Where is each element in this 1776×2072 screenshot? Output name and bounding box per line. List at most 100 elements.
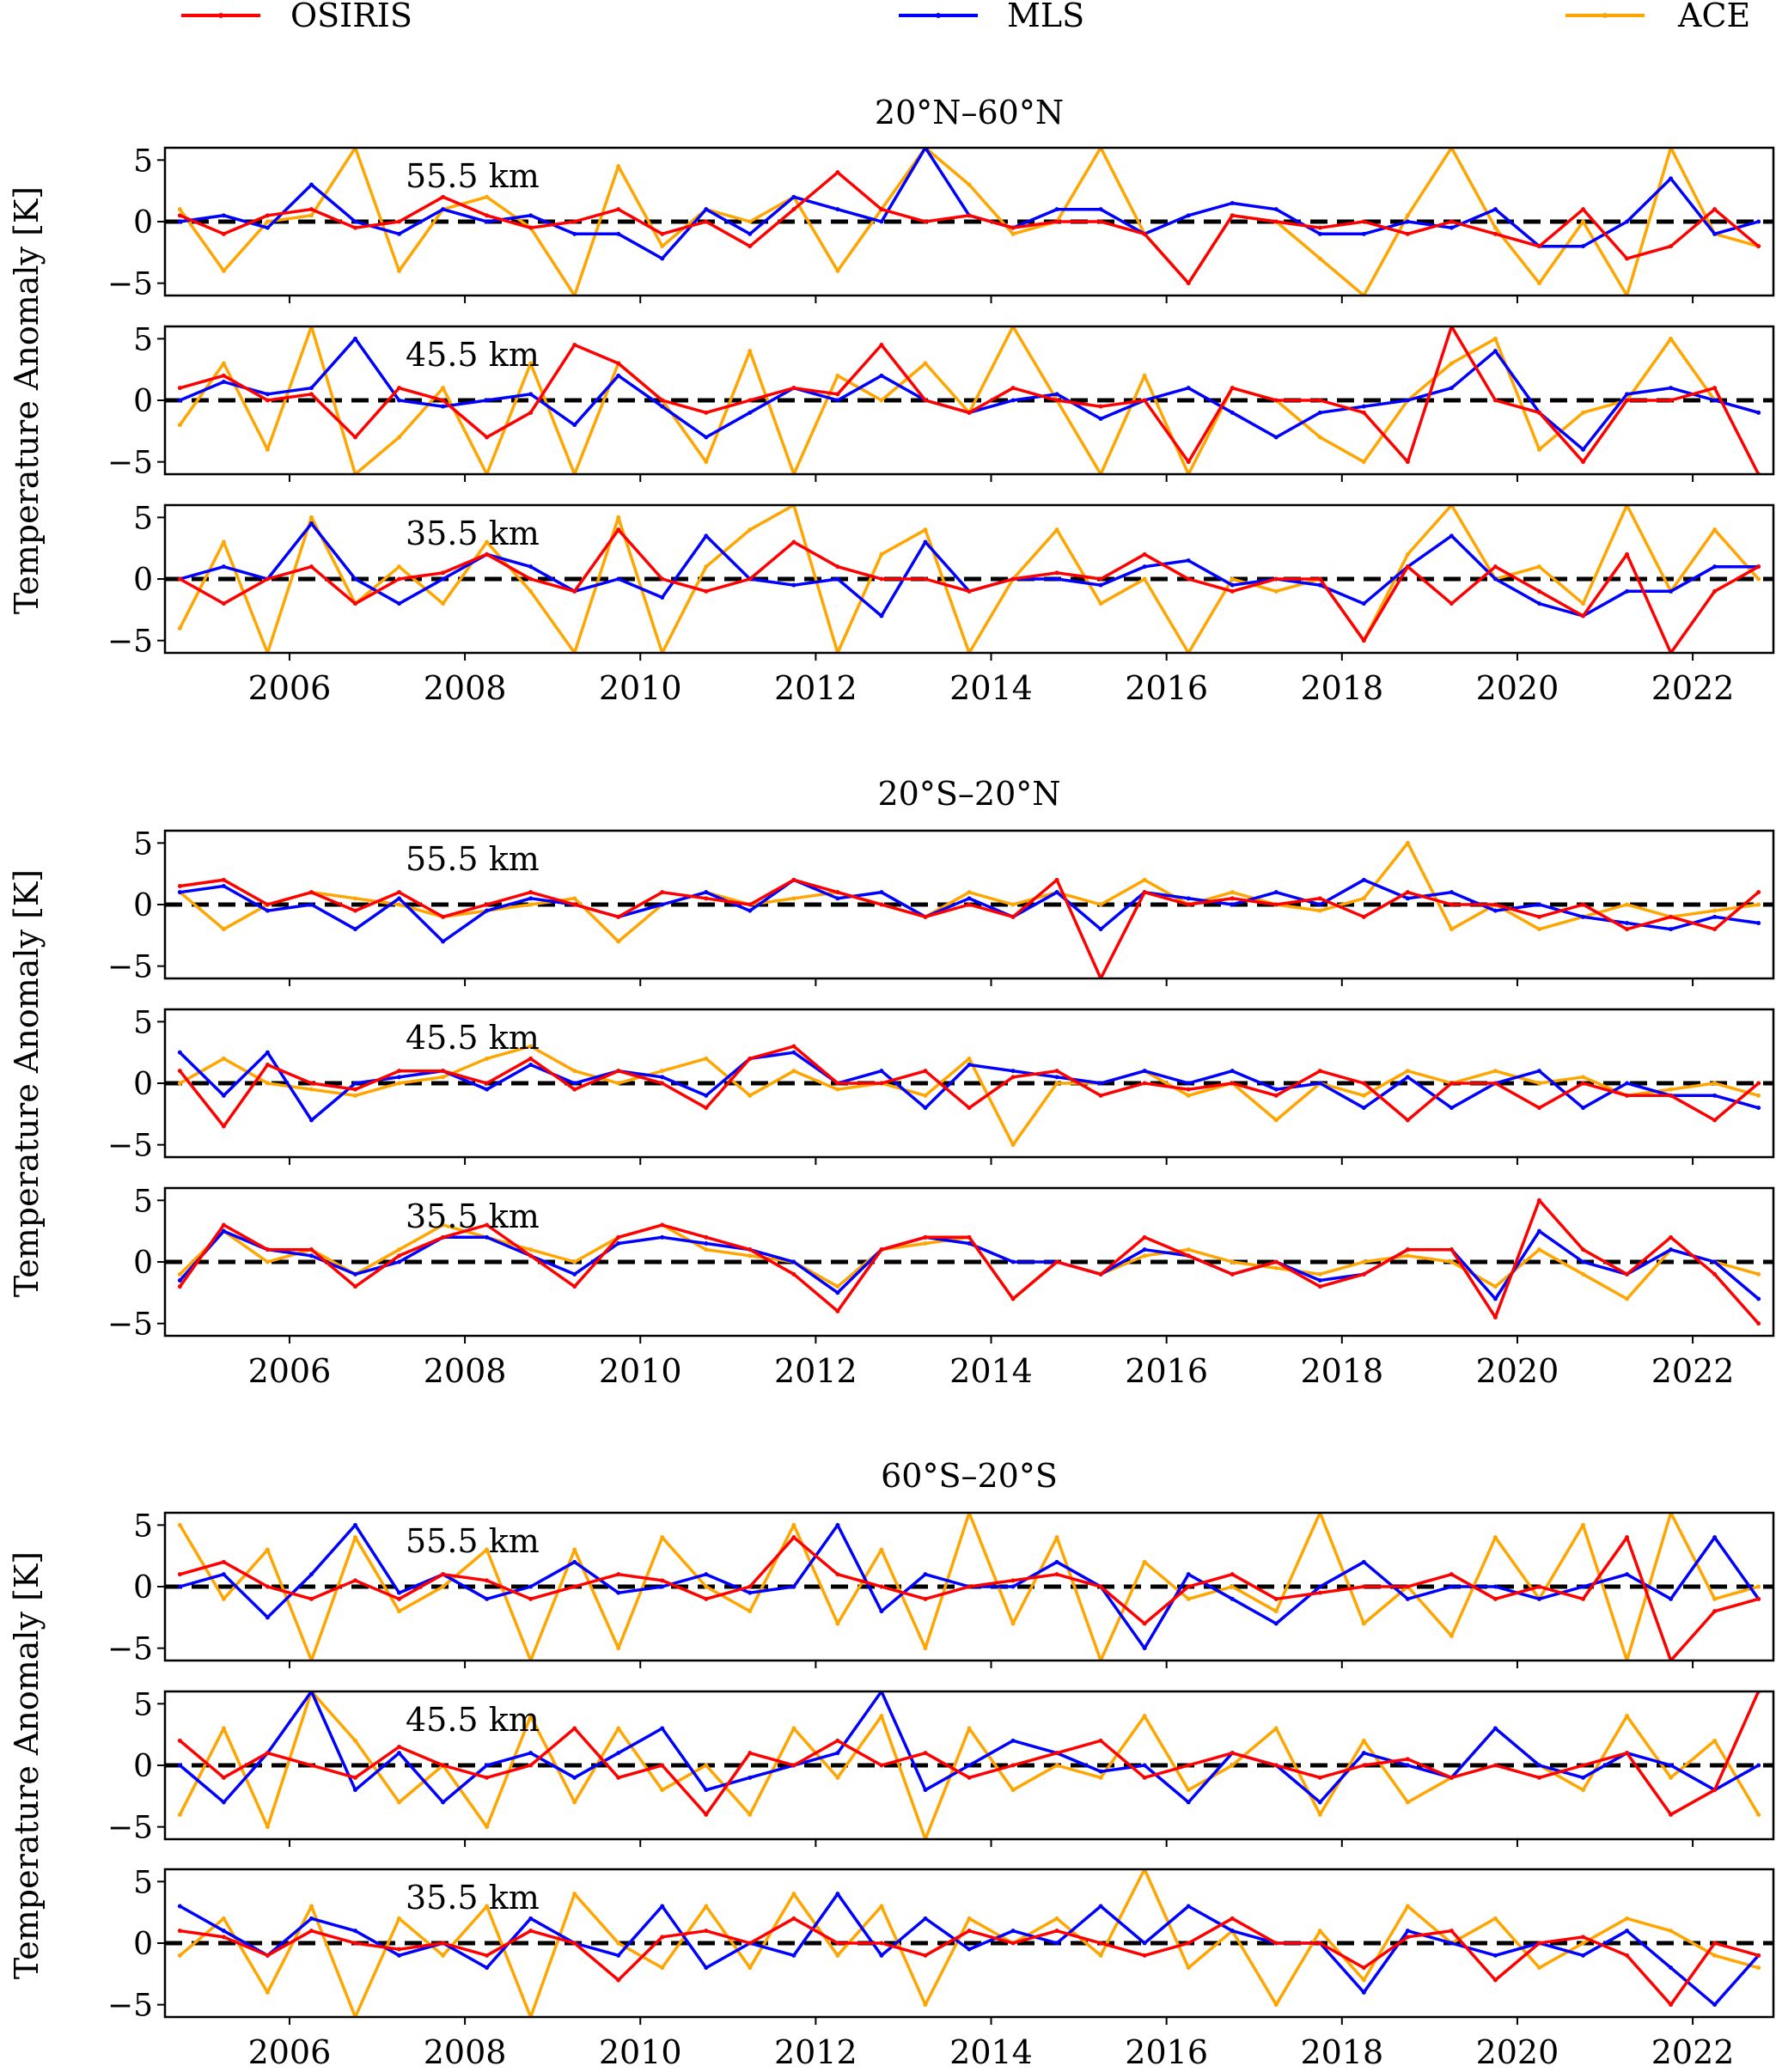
data-point — [1273, 1259, 1279, 1265]
data-point — [660, 1234, 665, 1240]
data-point — [923, 219, 928, 224]
data-point — [704, 460, 709, 465]
data-point — [704, 410, 709, 415]
x-tick-label: 2014 — [949, 669, 1033, 707]
data-point — [1492, 1584, 1498, 1589]
data-point — [660, 1788, 665, 1793]
data-point — [748, 1093, 753, 1098]
data-point — [1625, 921, 1630, 925]
data-point — [441, 601, 446, 606]
data-point — [441, 1953, 446, 1958]
data-point — [177, 1284, 182, 1289]
data-point — [835, 1284, 840, 1289]
data-point — [572, 1087, 577, 1092]
data-point — [397, 902, 402, 907]
data-point — [704, 1929, 709, 1934]
data-point — [923, 1093, 928, 1098]
data-point — [1712, 1609, 1718, 1614]
data-point — [1361, 601, 1366, 606]
data-point — [1581, 1075, 1586, 1080]
x-tick-label: 2022 — [1651, 669, 1735, 707]
data-point — [1186, 1763, 1191, 1768]
data-point — [352, 1093, 357, 1098]
data-point — [1010, 398, 1016, 403]
data-point — [485, 552, 490, 557]
data-point — [1492, 1726, 1498, 1731]
data-point — [704, 1241, 709, 1246]
data-point — [265, 1953, 270, 1958]
legend-item-osiris: OSIRIS — [181, 0, 412, 34]
data-point — [1010, 1621, 1016, 1626]
data-point — [923, 1646, 928, 1651]
data-point — [308, 1916, 314, 1921]
data-point — [1492, 1978, 1498, 1983]
data-point — [967, 1056, 972, 1061]
data-point — [1492, 576, 1498, 582]
data-point — [485, 398, 490, 403]
data-point — [265, 225, 270, 230]
data-point — [1230, 582, 1235, 588]
data-point — [1625, 1929, 1630, 1934]
data-point — [1273, 1621, 1279, 1626]
data-point — [1756, 921, 1761, 925]
data-point — [1492, 1069, 1498, 1074]
data-point — [1273, 1609, 1279, 1614]
data-point — [1273, 398, 1279, 403]
data-point — [265, 902, 270, 907]
data-point — [1536, 927, 1541, 932]
data-point — [1449, 533, 1454, 539]
data-point — [1581, 207, 1586, 212]
data-point — [1756, 576, 1761, 582]
data-point — [1536, 1197, 1541, 1203]
data-point — [308, 1253, 314, 1258]
x-tick-label: 2018 — [1300, 2033, 1383, 2071]
data-point — [221, 1056, 226, 1061]
data-point — [485, 1087, 490, 1092]
data-point — [528, 1929, 534, 1934]
data-point — [1712, 1738, 1718, 1743]
data-point — [1054, 1751, 1059, 1756]
data-point — [221, 1222, 226, 1228]
data-point — [1361, 1621, 1366, 1626]
data-point — [1669, 1247, 1674, 1252]
data-point — [528, 564, 534, 570]
x-tick-label: 2022 — [1651, 1352, 1735, 1390]
data-point — [221, 268, 226, 273]
data-point — [572, 1547, 577, 1552]
data-point — [1230, 1763, 1235, 1768]
data-point — [265, 1547, 270, 1552]
data-point — [1712, 914, 1718, 919]
data-point — [1010, 1143, 1016, 1148]
y-tick-label: 0 — [133, 1749, 153, 1784]
data-point — [1712, 1596, 1718, 1601]
data-point — [1449, 1247, 1454, 1252]
y-tick-label: −5 — [107, 446, 153, 481]
data-point — [923, 1751, 928, 1756]
data-point — [177, 213, 182, 218]
data-point — [308, 386, 314, 391]
data-point — [660, 1935, 665, 1940]
data-point — [1273, 1596, 1279, 1601]
data-point — [748, 1751, 753, 1756]
data-point — [1054, 1069, 1059, 1074]
data-point — [1669, 386, 1674, 391]
data-point — [177, 884, 182, 888]
data-point — [1098, 1738, 1103, 1743]
data-point — [265, 1990, 270, 1995]
data-point — [1669, 1763, 1674, 1768]
data-point — [528, 1247, 534, 1252]
data-point — [1625, 392, 1630, 397]
data-point — [1273, 1941, 1279, 1946]
data-point — [923, 576, 928, 582]
data-point — [923, 1788, 928, 1793]
data-point — [660, 404, 665, 409]
data-point — [1098, 1953, 1103, 1958]
data-point — [967, 1106, 972, 1111]
x-tick-label: 2014 — [949, 1352, 1033, 1390]
data-point — [1449, 1775, 1454, 1780]
data-point — [660, 1904, 665, 1909]
data-point — [923, 1953, 928, 1958]
data-point — [1756, 1106, 1761, 1111]
data-point — [1669, 2002, 1674, 2008]
